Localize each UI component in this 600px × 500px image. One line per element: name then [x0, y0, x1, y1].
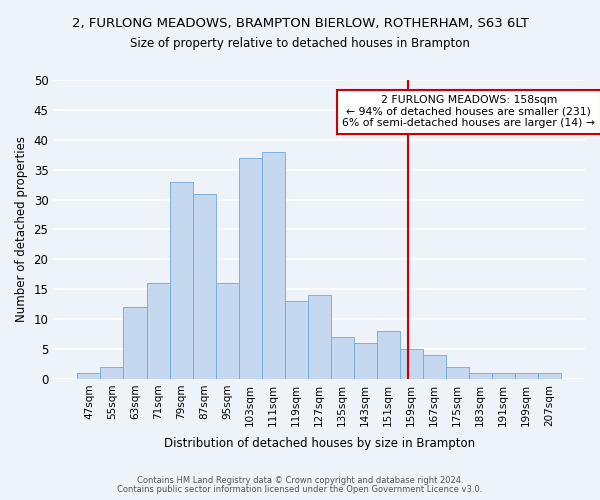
- Bar: [331, 337, 353, 379]
- Text: 2 FURLONG MEADOWS: 158sqm
← 94% of detached houses are smaller (231)
6% of semi-: 2 FURLONG MEADOWS: 158sqm ← 94% of detac…: [342, 95, 595, 128]
- Text: Size of property relative to detached houses in Brampton: Size of property relative to detached ho…: [130, 38, 470, 51]
- Bar: [446, 367, 469, 379]
- Bar: [308, 295, 331, 379]
- Text: Contains public sector information licensed under the Open Government Licence v3: Contains public sector information licen…: [118, 485, 482, 494]
- Bar: [170, 182, 193, 379]
- Bar: [262, 152, 284, 379]
- Text: Contains HM Land Registry data © Crown copyright and database right 2024.: Contains HM Land Registry data © Crown c…: [137, 476, 463, 485]
- Bar: [423, 355, 446, 379]
- Bar: [100, 367, 124, 379]
- Bar: [492, 373, 515, 379]
- Bar: [353, 343, 377, 379]
- Bar: [239, 158, 262, 379]
- Bar: [377, 331, 400, 379]
- Bar: [146, 284, 170, 379]
- Bar: [469, 373, 492, 379]
- Y-axis label: Number of detached properties: Number of detached properties: [15, 136, 28, 322]
- Bar: [215, 284, 239, 379]
- Bar: [77, 373, 100, 379]
- Text: 2, FURLONG MEADOWS, BRAMPTON BIERLOW, ROTHERHAM, S63 6LT: 2, FURLONG MEADOWS, BRAMPTON BIERLOW, RO…: [71, 18, 529, 30]
- Bar: [193, 194, 215, 379]
- Bar: [538, 373, 561, 379]
- Bar: [400, 349, 423, 379]
- Bar: [515, 373, 538, 379]
- Bar: [284, 301, 308, 379]
- X-axis label: Distribution of detached houses by size in Brampton: Distribution of detached houses by size …: [164, 437, 475, 450]
- Bar: [124, 307, 146, 379]
